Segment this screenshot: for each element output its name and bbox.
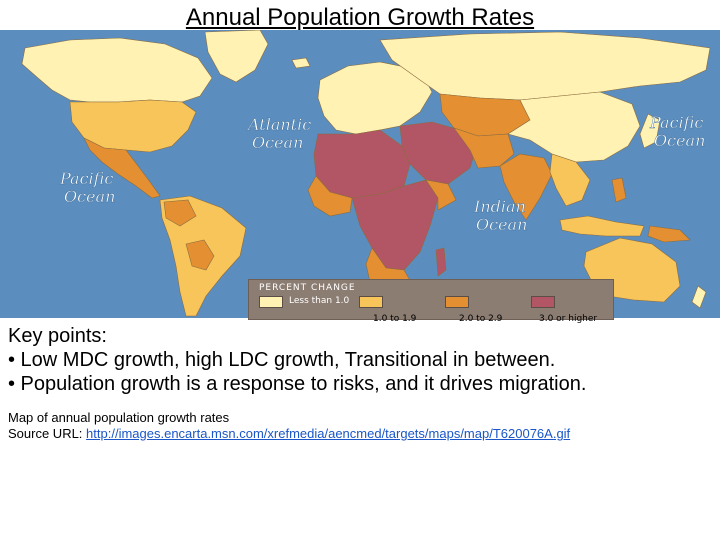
legend-title: PERCENT CHANGE [259,283,356,293]
philippines [611,177,627,203]
india [499,153,553,221]
page-title: Annual Population Growth Rates [185,4,535,31]
indian-ocean-label-line2: Ocean [476,215,527,234]
key-points-heading: Key points: [8,325,107,347]
source-url-link[interactable]: http://images.encarta.msn.com/xrefmedia/… [86,426,571,441]
key-point-bullet: • Population growth is a response to ris… [8,373,587,395]
legend-swatch-3-or-higher [531,296,555,308]
bolivia-paraguay [185,239,215,271]
iceland [291,57,311,69]
legend-label-3-or-higher: 3.0 or higher [539,314,598,324]
mexico [83,137,161,199]
legend-label-less-than-1: Less than 1.0 [289,296,350,306]
pacific-ocean-east-label-line1: Pacific [649,113,703,132]
key-point-bullet: • Low MDC growth, high LDC growth, Trans… [8,349,556,371]
new-guinea [647,225,691,243]
map-caption: Map of annual population growth rates [8,410,230,425]
greenland [204,30,269,83]
horn-of-africa [425,179,457,211]
northern-south-america [163,199,197,227]
japan [639,113,661,149]
pacific-ocean-east-label-line2: Ocean [654,131,705,150]
central-africa [351,179,439,271]
southeast-asia [549,153,591,207]
legend-swatch-1-to-1-9 [359,296,383,308]
indonesia [559,215,645,237]
notes-section: Key points: • Low MDC growth, high LDC g… [8,324,712,442]
legend-swatch-2-to-2-9 [445,296,469,308]
legend-label-1-to-1-9: 1.0 to 1.9 [373,314,417,324]
russia [379,31,711,101]
map-canvas: Atlantic Ocean Pacific Ocean Pacific Oce… [0,30,720,318]
legend-label-2-to-2-9: 2.0 to 2.9 [459,314,503,324]
indian-ocean-label-line1: Indian [473,197,526,216]
legend-swatch-less-than-1 [259,296,283,308]
madagascar [435,247,447,277]
map-legend: PERCENT CHANGE Less than 1.0 1.0 to 1.9 … [248,279,614,324]
world-map: Atlantic Ocean Pacific Ocean Pacific Oce… [0,30,720,324]
west-africa [307,175,353,217]
pacific-ocean-west-label-line2: Ocean [64,187,115,206]
source-label: Source URL: [8,426,83,441]
iran-pakistan [453,127,515,169]
atlantic-ocean-label-line2: Ocean [252,133,303,152]
atlantic-ocean-label-line1: Atlantic [246,115,311,134]
new-zealand [691,285,707,309]
source-line: Source URL: http://images.encarta.msn.co… [8,426,712,442]
pacific-ocean-west-label-line1: Pacific [59,169,113,188]
